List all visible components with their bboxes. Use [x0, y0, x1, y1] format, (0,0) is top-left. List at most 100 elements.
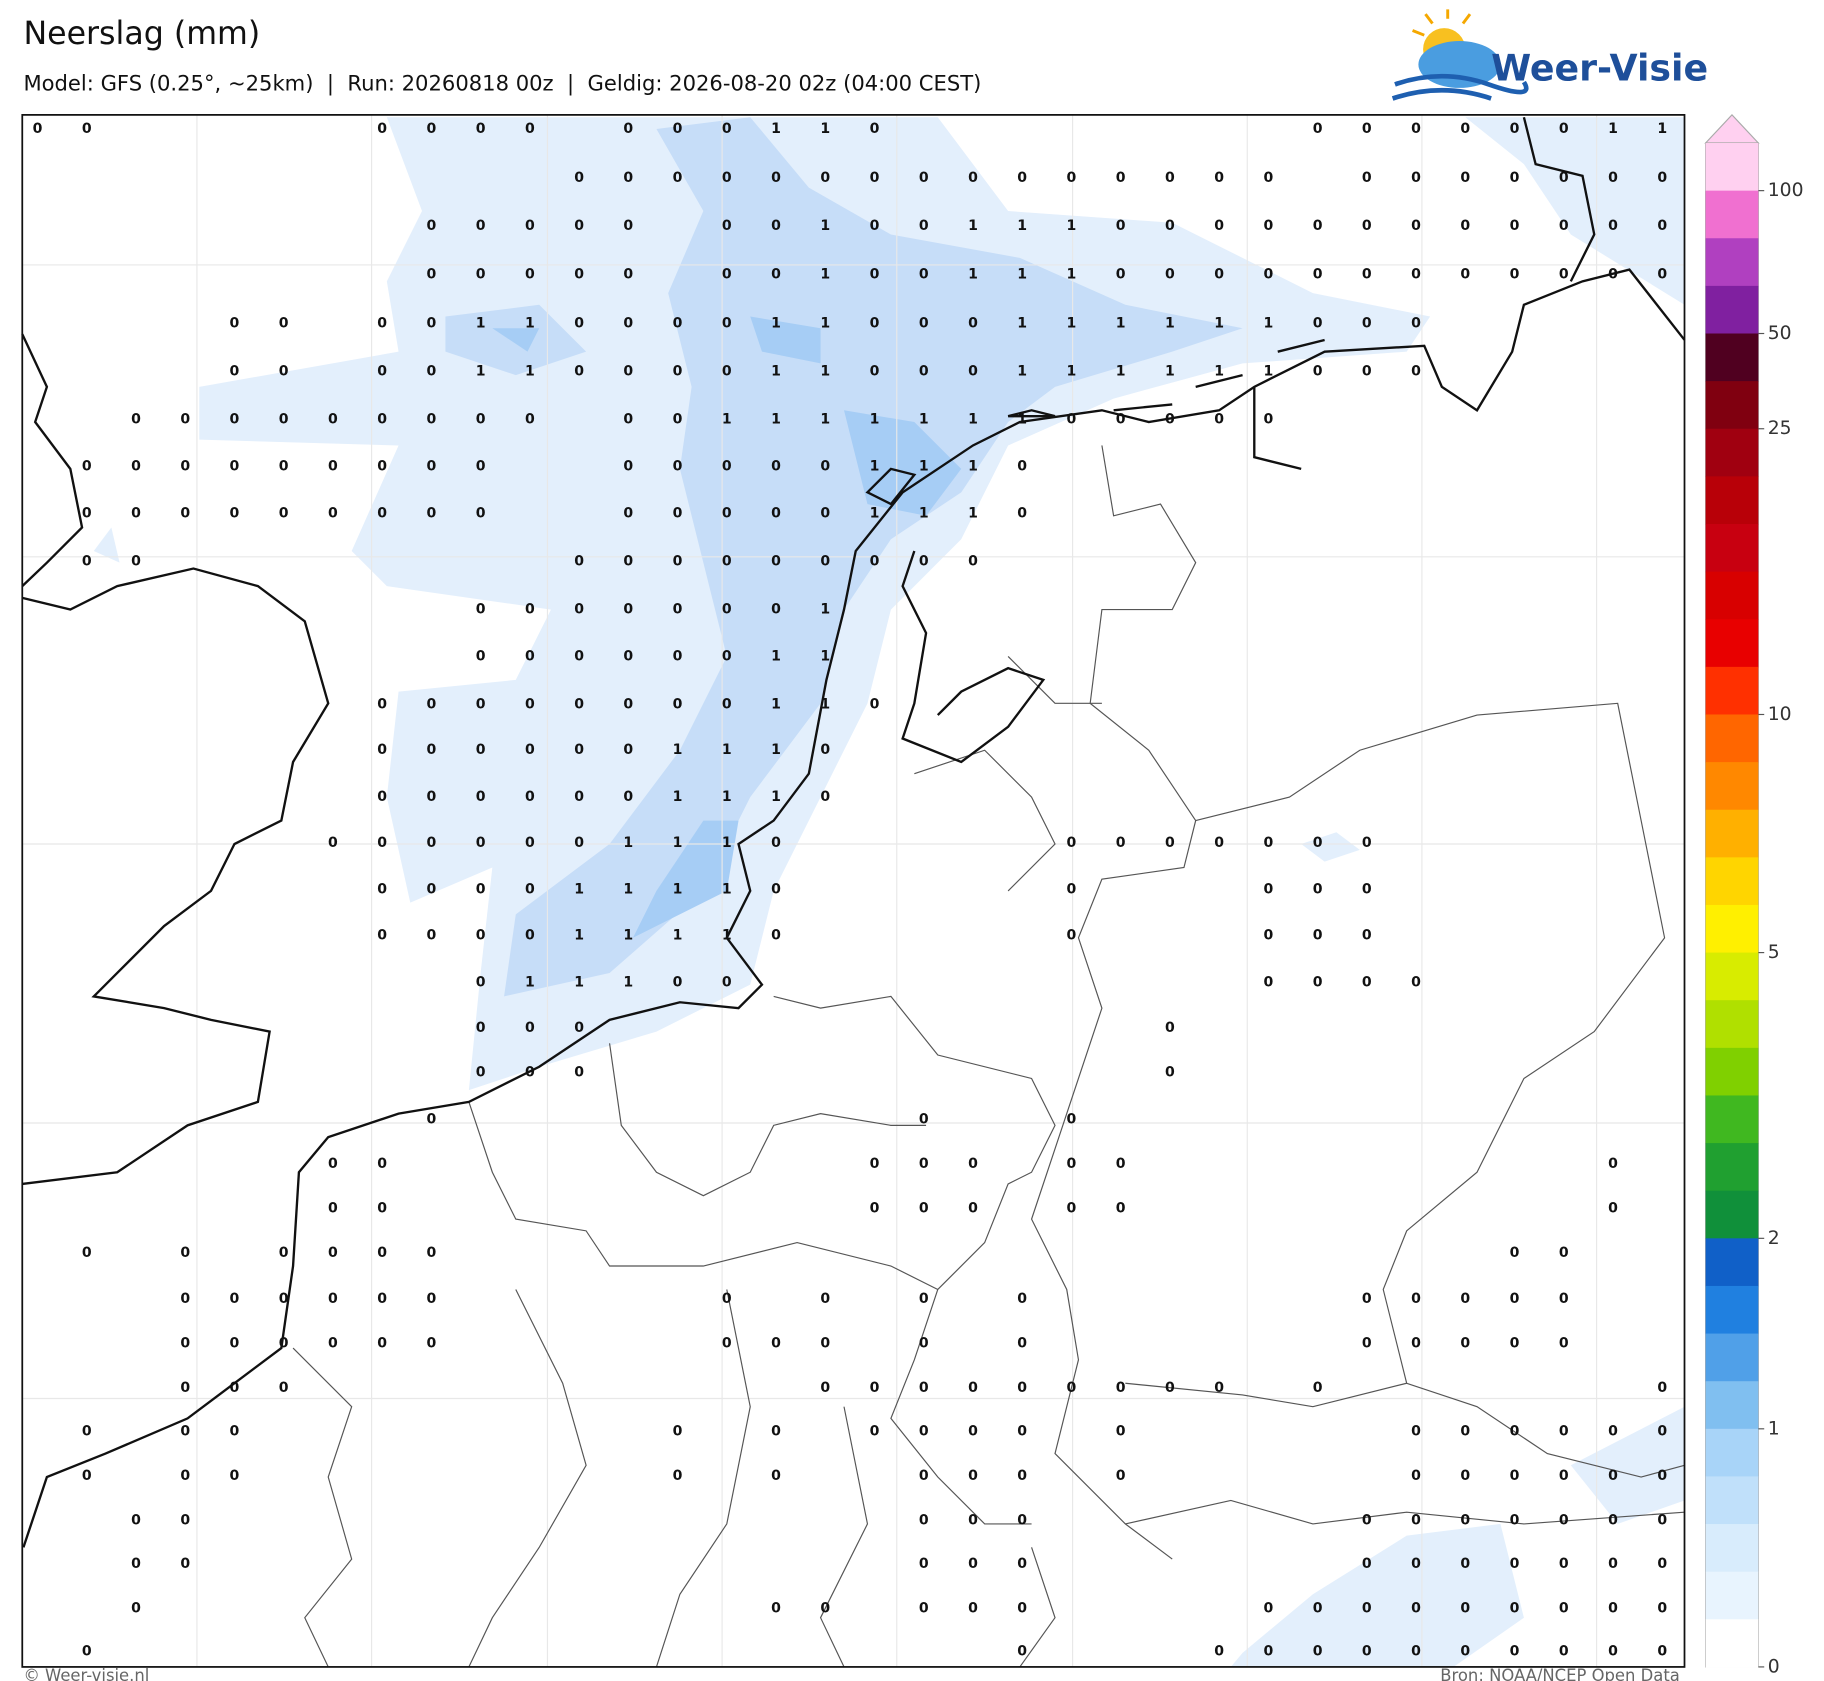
grid-value: 0 — [1263, 1644, 1273, 1660]
grid-value: 0 — [426, 121, 436, 137]
grid-value: 0 — [426, 364, 436, 380]
grid-value: 0 — [1165, 1380, 1175, 1396]
grid-value: 0 — [328, 835, 338, 851]
colorbar-segment — [1705, 714, 1759, 763]
grid-value: 0 — [180, 1423, 190, 1439]
grid-value: 0 — [623, 459, 633, 475]
grid-value: 0 — [1411, 266, 1421, 282]
grid-value: 0 — [1460, 1291, 1470, 1307]
grid-value: 1 — [673, 882, 683, 898]
grid-value: 1 — [574, 927, 584, 943]
colorbar-segment — [1705, 1428, 1759, 1478]
grid-value: 1 — [623, 974, 633, 990]
grid-value: 0 — [1313, 1380, 1323, 1396]
grid-value: 0 — [1313, 927, 1323, 943]
grid-value: 0 — [1362, 1512, 1372, 1528]
grid-value: 0 — [1214, 835, 1224, 851]
grid-value: 0 — [722, 505, 732, 521]
grid-value: 0 — [1608, 1423, 1618, 1439]
grid-value: 0 — [722, 1291, 732, 1307]
grid-value: 0 — [722, 170, 732, 186]
grid-value: 0 — [1017, 1512, 1027, 1528]
grid-value: 0 — [1559, 1556, 1569, 1572]
colorbar-segment — [1705, 666, 1759, 716]
grid-value: 1 — [771, 697, 781, 713]
grid-value: 0 — [1460, 1335, 1470, 1351]
grid-value: 0 — [131, 1600, 141, 1616]
grid-value: 0 — [673, 121, 683, 137]
colorbar-segment — [1705, 1333, 1759, 1382]
grid-value: 0 — [1116, 218, 1126, 234]
grid-value: 1 — [771, 789, 781, 805]
grid-value: 0 — [476, 266, 486, 282]
grid-value: 0 — [1460, 1556, 1470, 1572]
grid-value: 0 — [1165, 1020, 1175, 1036]
grid-value: 0 — [1067, 1111, 1077, 1127]
colorbar-segment — [1705, 333, 1759, 382]
grid-value: 0 — [722, 316, 732, 332]
grid-value: 1 — [1214, 364, 1224, 380]
grid-value: 0 — [328, 1245, 338, 1261]
grid-value: 0 — [574, 1020, 584, 1036]
grid-value: 0 — [1165, 170, 1175, 186]
grid-value: 0 — [230, 1335, 240, 1351]
grid-value: 1 — [1067, 316, 1077, 332]
grid-value: 0 — [919, 1201, 929, 1217]
grid-value: 0 — [1067, 1201, 1077, 1217]
grid-value: 0 — [1362, 882, 1372, 898]
grid-value: 0 — [820, 789, 830, 805]
grid-value: 0 — [1411, 1291, 1421, 1307]
footer-source: Bron: NOAA/NCEP Open Data — [1440, 1666, 1680, 1681]
grid-value: 0 — [1559, 1291, 1569, 1307]
grid-value: 0 — [574, 789, 584, 805]
grid-value: 0 — [968, 1201, 978, 1217]
grid-value: 0 — [722, 554, 732, 570]
grid-value: 0 — [1510, 1335, 1520, 1351]
grid-value: 0 — [968, 1423, 978, 1439]
grid-value: 1 — [722, 882, 732, 898]
grid-value: 0 — [1510, 1468, 1520, 1484]
grid-value: 0 — [82, 121, 92, 137]
grid-value: 0 — [623, 789, 633, 805]
grid-value: 1 — [525, 974, 535, 990]
grid-value: 0 — [574, 835, 584, 851]
grid-value: 0 — [525, 218, 535, 234]
grid-value: 0 — [870, 697, 880, 713]
grid-value: 0 — [1313, 882, 1323, 898]
grid-value: 0 — [968, 1600, 978, 1616]
grid-value: 0 — [919, 364, 929, 380]
grid-value: 0 — [426, 505, 436, 521]
grid-value: 0 — [525, 1065, 535, 1081]
grid-value: 1 — [673, 742, 683, 758]
grid-value: 0 — [968, 1468, 978, 1484]
grid-value: 0 — [476, 1020, 486, 1036]
grid-value: 1 — [1165, 316, 1175, 332]
grid-value: 0 — [870, 1201, 880, 1217]
grid-value: 0 — [1017, 1291, 1027, 1307]
grid-value: 0 — [1362, 1600, 1372, 1616]
grid-value: 0 — [870, 218, 880, 234]
colorbar-segment — [1705, 1047, 1759, 1097]
colorbar-tick-label: 0 — [1768, 1656, 1780, 1677]
title: Neerslag (mm) — [23, 16, 260, 52]
grid-value: 0 — [1608, 1644, 1618, 1660]
grid-value: 0 — [377, 927, 387, 943]
grid-value: 0 — [1411, 1600, 1421, 1616]
grid-value: 0 — [180, 1380, 190, 1396]
grid-value: 0 — [377, 697, 387, 713]
grid-value: 0 — [673, 648, 683, 664]
grid-value: 0 — [1657, 1512, 1667, 1528]
grid-value: 0 — [426, 789, 436, 805]
grid-value: 0 — [1116, 266, 1126, 282]
grid-value: 0 — [476, 1065, 486, 1081]
grid-value: 0 — [1608, 1512, 1618, 1528]
grid-value: 0 — [1460, 266, 1470, 282]
grid-value: 0 — [377, 459, 387, 475]
borders — [292, 445, 1685, 1668]
grid-value: 0 — [1411, 1644, 1421, 1660]
colorbar-segment — [1705, 571, 1759, 620]
grid-value: 0 — [1657, 1644, 1667, 1660]
grid-value: 0 — [1559, 266, 1569, 282]
grid-value: 0 — [82, 505, 92, 521]
grid-value: 0 — [673, 505, 683, 521]
